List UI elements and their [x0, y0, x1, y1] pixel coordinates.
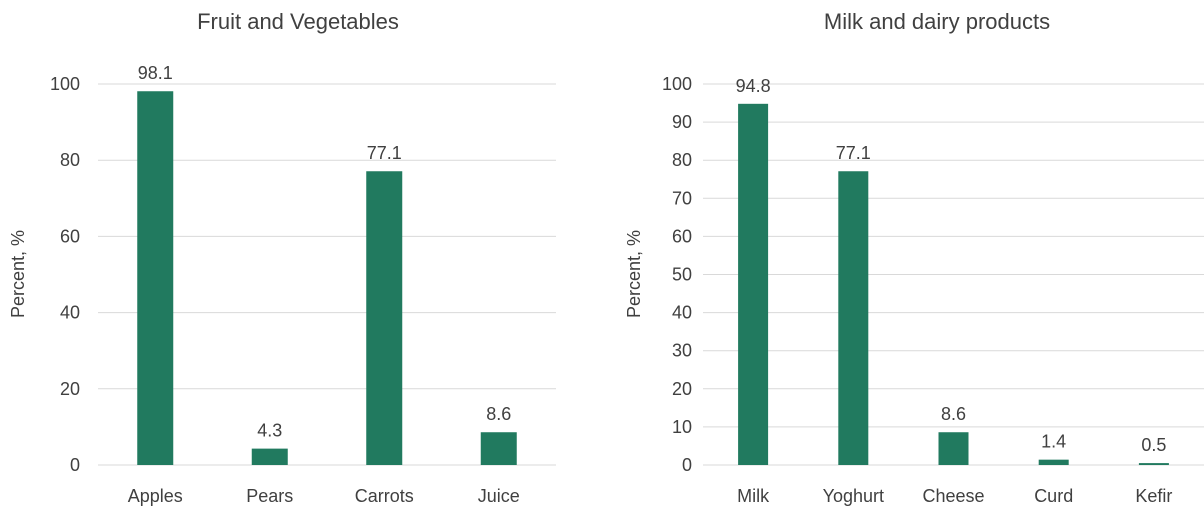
x-tick-label: Apples	[128, 486, 183, 506]
bar-milk	[738, 103, 769, 465]
y-tick-label: 20	[60, 379, 80, 399]
y-tick-label: 90	[672, 112, 692, 132]
chart-title: Fruit and Vegetables	[197, 9, 399, 34]
y-tick-label: 60	[60, 226, 80, 246]
data-label: 8.6	[486, 404, 511, 424]
x-tick-label: Pears	[246, 486, 293, 506]
data-label: 0.5	[1141, 435, 1166, 455]
y-tick-label: 80	[60, 150, 80, 170]
bar-cheese	[938, 432, 969, 465]
x-tick-label: Carrots	[355, 486, 414, 506]
y-tick-label: 60	[672, 226, 692, 246]
data-label: 98.1	[138, 63, 173, 83]
y-tick-label: 70	[672, 188, 692, 208]
y-tick-label: 0	[70, 455, 80, 475]
data-label: 4.3	[257, 421, 282, 441]
data-label: 8.6	[941, 404, 966, 424]
y-axis-label: Percent, %	[624, 230, 644, 318]
chart-title: Milk and dairy products	[824, 9, 1050, 34]
bar-juice	[480, 432, 517, 465]
y-tick-label: 40	[672, 303, 692, 323]
y-tick-label: 20	[672, 379, 692, 399]
y-tick-label: 80	[672, 150, 692, 170]
y-tick-label: 40	[60, 303, 80, 323]
y-axis-label: Percent, %	[8, 230, 28, 318]
y-tick-label: 50	[672, 265, 692, 285]
chart-fruit-and-vegetables: Fruit and Vegetables Percent, % 0 20 40 60 8…	[8, 9, 556, 506]
data-label: 1.4	[1041, 432, 1066, 452]
data-label: 77.1	[367, 143, 402, 163]
bar-carrots	[366, 171, 403, 465]
y-tick-label: 0	[682, 455, 692, 475]
x-tick-label: Yoghurt	[823, 486, 884, 506]
data-label: 94.8	[736, 76, 771, 96]
bar-curd	[1038, 459, 1069, 465]
y-tick-label: 30	[672, 341, 692, 361]
x-tick-label: Curd	[1034, 486, 1073, 506]
bar-kefir	[1138, 463, 1169, 465]
x-tick-label: Juice	[478, 486, 520, 506]
x-tick-label: Kefir	[1135, 486, 1172, 506]
chart-milk-and-dairy-products: Milk and dairy products Percent, % 0 10 20…	[624, 9, 1204, 506]
x-tick-label: Milk	[737, 486, 770, 506]
y-tick-label: 10	[672, 417, 692, 437]
bar-yoghurt	[838, 171, 869, 465]
data-label: 77.1	[836, 143, 871, 163]
bar-apples	[137, 91, 174, 465]
y-tick-label: 100	[662, 74, 692, 94]
x-tick-label: Cheese	[922, 486, 984, 506]
y-tick-label: 100	[50, 74, 80, 94]
bar-pears	[251, 448, 288, 465]
